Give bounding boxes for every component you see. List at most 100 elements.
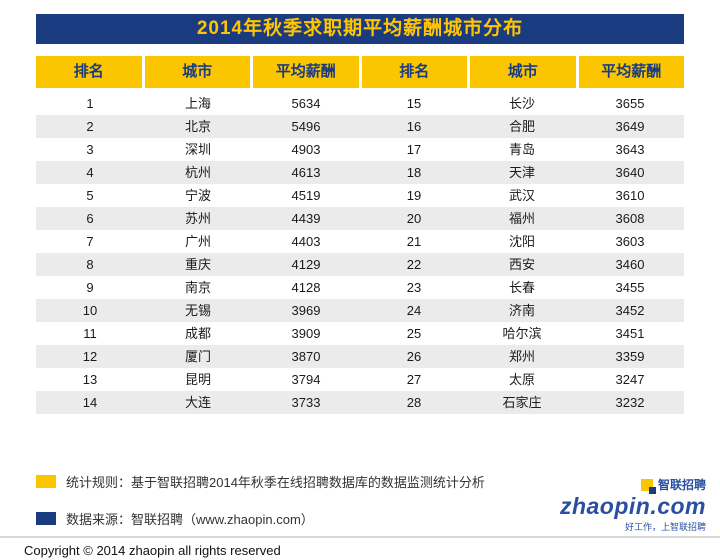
footer-divider	[0, 536, 720, 538]
table-cell: 长春	[508, 280, 535, 295]
table-cell: 7	[86, 234, 94, 249]
table-cell: 3452	[615, 303, 645, 318]
table-cell: 2	[86, 119, 94, 134]
table-cell: 4403	[291, 234, 321, 249]
table-cell: 济南	[508, 303, 535, 318]
table-cell: 合肥	[508, 119, 535, 134]
table-cell: 重庆	[184, 257, 211, 272]
copyright-text: Copyright © 2014 zhaopin all rights rese…	[24, 543, 281, 558]
legend-row-source: 数据来源：智联招聘（www.zhaopin.com）	[36, 509, 485, 528]
table-row: 6 苏州 4439 20 福州 3608	[36, 207, 684, 230]
table-cell: 3451	[615, 326, 645, 341]
column-header-rank-left: 排名	[36, 56, 142, 88]
legend-swatch-blue	[36, 512, 56, 525]
table-cell: 18	[406, 165, 422, 180]
table-cell: 3247	[615, 372, 645, 387]
table-cell: 15	[406, 96, 422, 111]
table-cell: 北京	[184, 119, 211, 134]
table-cell: 3909	[291, 326, 321, 341]
table-cell: 9	[86, 280, 94, 295]
table-cell: 3603	[615, 234, 645, 249]
table-cell: 3640	[615, 165, 645, 180]
table-row: 10 无锡 3969 24 济南 3452	[36, 299, 684, 322]
table-cell: 10	[82, 303, 98, 318]
table-cell: 4439	[291, 211, 321, 226]
table-cell: 3733	[291, 395, 321, 410]
table-cell: 3359	[615, 349, 645, 364]
table-cell: 3870	[291, 349, 321, 364]
table-cell: 沈阳	[508, 234, 535, 249]
table-row: 2 北京 5496 16 合肥 3649	[36, 115, 684, 138]
table-cell: 厦门	[184, 349, 211, 364]
table-cell: 太原	[508, 372, 535, 387]
table-cell: 28	[406, 395, 422, 410]
table-cell: 苏州	[184, 211, 211, 226]
table-cell: 12	[82, 349, 98, 364]
logo-tagline: 好工作，上智联招聘	[624, 522, 706, 533]
table-cell: 5	[86, 188, 94, 203]
salary-table: 2014年秋季求职期平均薪酬城市分布 排名 城市 平均薪酬 排名 城市 平均薪酬…	[36, 14, 684, 414]
table-cell: 20	[406, 211, 422, 226]
table-cell: 1	[86, 96, 94, 111]
table-cell: 3643	[615, 142, 645, 157]
table-cell: 5496	[291, 119, 321, 134]
table-cell: 无锡	[184, 303, 211, 318]
column-header-salary-right: 平均薪酬	[578, 56, 684, 88]
table-row: 4 杭州 4613 18 天津 3640	[36, 161, 684, 184]
table-cell: 22	[406, 257, 422, 272]
logo-domain-text: zhaopin.com	[559, 493, 706, 519]
table-cell: 16	[406, 119, 422, 134]
table-cell: 杭州	[184, 165, 211, 180]
column-header-rank-right: 排名	[361, 56, 467, 88]
table-cell: 3610	[615, 188, 645, 203]
table-row: 14 大连 3733 28 石家庄 3232	[36, 391, 684, 414]
page-title: 2014年秋季求职期平均薪酬城市分布	[36, 14, 684, 44]
table-body: 1 上海 5634 15 长沙 3655 2 北京 5496 16 合肥 3649 3 深圳 4903 17 青…	[36, 92, 684, 414]
table-row: 1 上海 5634 15 长沙 3655	[36, 92, 684, 115]
table-row: 7 广州 4403 21 沈阳 3603	[36, 230, 684, 253]
table-cell: 13	[82, 372, 98, 387]
table-cell: 3460	[615, 257, 645, 272]
table-cell: 4128	[291, 280, 321, 295]
table-row: 12 厦门 3870 26 郑州 3359	[36, 345, 684, 368]
legend-row-rule: 统计规则：基于智联招聘2014年秋季在线招聘数据库的数据监测统计分析	[36, 472, 485, 491]
zhaopin-logo-icon	[640, 478, 656, 494]
table-cell: 17	[406, 142, 422, 157]
table-cell: 天津	[508, 165, 535, 180]
table-cell: 11	[83, 326, 97, 341]
table-cell: 6	[86, 211, 94, 226]
table-cell: 福州	[508, 211, 535, 226]
legend-source-text: 数据来源：智联招聘（www.zhaopin.com）	[66, 512, 314, 527]
table-cell: 3608	[615, 211, 645, 226]
table-cell: 23	[406, 280, 422, 295]
table-cell: 哈尔滨	[502, 326, 542, 341]
table-cell: 3232	[615, 395, 645, 410]
table-cell: 武汉	[508, 188, 535, 203]
table-cell: 3969	[291, 303, 321, 318]
table-cell: 3655	[615, 96, 645, 111]
table-cell: 南京	[184, 280, 211, 295]
table-cell: 21	[406, 234, 422, 249]
legend-swatch-yellow	[36, 475, 56, 488]
table-cell: 广州	[184, 234, 211, 249]
table-row: 11 成都 3909 25 哈尔滨 3451	[36, 322, 684, 345]
table-cell: 4	[86, 165, 94, 180]
table-cell: 26	[406, 349, 422, 364]
logo-brand-row: 智联招聘	[560, 476, 706, 494]
table-cell: 石家庄	[502, 395, 542, 410]
column-header-city-right: 城市	[470, 56, 576, 88]
table-header-row: 排名 城市 平均薪酬 排名 城市 平均薪酬	[36, 56, 684, 88]
table-cell: 上海	[184, 96, 211, 111]
table-cell: 3	[86, 142, 94, 157]
table-cell: 长沙	[508, 96, 535, 111]
column-header-city-left: 城市	[144, 56, 250, 88]
table-cell: 青岛	[508, 142, 535, 157]
table-cell: 4519	[291, 188, 321, 203]
table-cell: 成都	[184, 326, 211, 341]
table-row: 9 南京 4128 23 长春 3455	[36, 276, 684, 299]
table-row: 5 宁波 4519 19 武汉 3610	[36, 184, 684, 207]
table-row: 13 昆明 3794 27 太原 3247	[36, 368, 684, 391]
zhaopin-logo: 智联招聘 zhaopin.com 好工作，上智联招聘	[560, 476, 706, 533]
table-cell: 14	[82, 395, 98, 410]
